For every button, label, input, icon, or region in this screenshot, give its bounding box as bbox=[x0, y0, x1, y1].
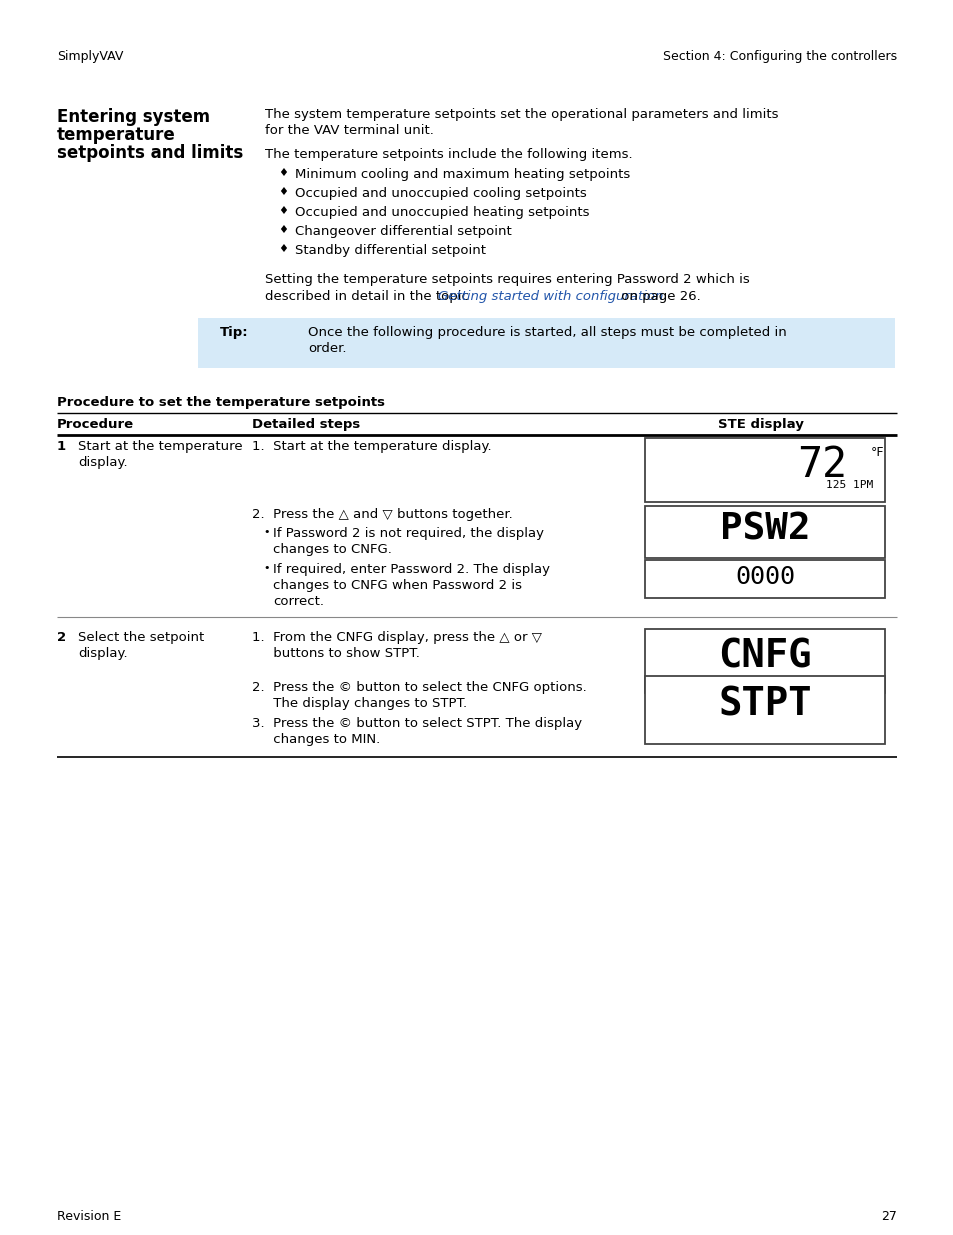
Text: 2: 2 bbox=[57, 631, 66, 643]
FancyBboxPatch shape bbox=[644, 438, 884, 501]
FancyBboxPatch shape bbox=[198, 317, 894, 368]
Text: 3.  Press the © button to select STPT. The display: 3. Press the © button to select STPT. Th… bbox=[252, 718, 581, 730]
Text: described in detail in the topic: described in detail in the topic bbox=[265, 290, 473, 303]
Text: on page 26.: on page 26. bbox=[616, 290, 700, 303]
Text: 27: 27 bbox=[881, 1210, 896, 1223]
Text: Occupied and unoccupied heating setpoints: Occupied and unoccupied heating setpoint… bbox=[294, 206, 589, 219]
Text: Select the setpoint: Select the setpoint bbox=[78, 631, 204, 643]
Text: Once the following procedure is started, all steps must be completed in: Once the following procedure is started,… bbox=[308, 326, 786, 338]
Text: SimplyVAV: SimplyVAV bbox=[57, 49, 123, 63]
FancyBboxPatch shape bbox=[644, 629, 884, 693]
Text: display.: display. bbox=[78, 647, 128, 659]
Text: Entering system: Entering system bbox=[57, 107, 210, 126]
Text: 1.  From the CNFG display, press the △ or ▽: 1. From the CNFG display, press the △ or… bbox=[252, 631, 541, 643]
Text: changes to CNFG when Password 2 is: changes to CNFG when Password 2 is bbox=[273, 579, 521, 592]
Text: The temperature setpoints include the following items.: The temperature setpoints include the fo… bbox=[265, 148, 632, 161]
Text: Procedure: Procedure bbox=[57, 417, 134, 431]
Text: 72: 72 bbox=[796, 445, 846, 487]
Text: changes to CNFG.: changes to CNFG. bbox=[273, 543, 392, 556]
Text: for the VAV terminal unit.: for the VAV terminal unit. bbox=[265, 124, 434, 137]
Text: order.: order. bbox=[308, 342, 346, 354]
Text: 2.  Press the △ and ▽ buttons together.: 2. Press the △ and ▽ buttons together. bbox=[252, 508, 512, 521]
Text: Tip:: Tip: bbox=[220, 326, 249, 338]
Text: •: • bbox=[263, 527, 269, 537]
Text: Getting started with configuration: Getting started with configuration bbox=[437, 290, 663, 303]
Text: CNFG: CNFG bbox=[718, 637, 811, 676]
Text: setpoints and limits: setpoints and limits bbox=[57, 144, 243, 162]
Text: 125 1PM: 125 1PM bbox=[825, 480, 872, 490]
Text: The system temperature setpoints set the operational parameters and limits: The system temperature setpoints set the… bbox=[265, 107, 778, 121]
Text: STPT: STPT bbox=[718, 685, 811, 724]
Text: ♦: ♦ bbox=[277, 225, 288, 235]
Text: correct.: correct. bbox=[273, 595, 324, 608]
Text: The display changes to STPT.: The display changes to STPT. bbox=[252, 697, 467, 710]
Text: display.: display. bbox=[78, 456, 128, 469]
Text: ♦: ♦ bbox=[277, 168, 288, 178]
Text: •: • bbox=[263, 563, 269, 573]
Text: 1: 1 bbox=[57, 440, 66, 453]
Text: Standby differential setpoint: Standby differential setpoint bbox=[294, 245, 485, 257]
Text: PSW2: PSW2 bbox=[719, 513, 809, 548]
Text: 2.  Press the © button to select the CNFG options.: 2. Press the © button to select the CNFG… bbox=[252, 680, 586, 694]
Text: ♦: ♦ bbox=[277, 245, 288, 254]
Text: °F: °F bbox=[870, 446, 883, 459]
Text: Revision E: Revision E bbox=[57, 1210, 121, 1223]
FancyBboxPatch shape bbox=[644, 676, 884, 743]
Text: Occupied and unoccupied cooling setpoints: Occupied and unoccupied cooling setpoint… bbox=[294, 186, 586, 200]
Text: 0000: 0000 bbox=[734, 564, 794, 589]
Text: Detailed steps: Detailed steps bbox=[252, 417, 360, 431]
FancyBboxPatch shape bbox=[644, 506, 884, 558]
Text: Minimum cooling and maximum heating setpoints: Minimum cooling and maximum heating setp… bbox=[294, 168, 630, 182]
Text: STE display: STE display bbox=[718, 417, 803, 431]
Text: changes to MIN.: changes to MIN. bbox=[252, 734, 380, 746]
Text: If required, enter Password 2. The display: If required, enter Password 2. The displ… bbox=[273, 563, 550, 576]
Text: Setting the temperature setpoints requires entering Password 2 which is: Setting the temperature setpoints requir… bbox=[265, 273, 749, 287]
Text: Changeover differential setpoint: Changeover differential setpoint bbox=[294, 225, 511, 238]
FancyBboxPatch shape bbox=[644, 559, 884, 598]
Text: If Password 2 is not required, the display: If Password 2 is not required, the displ… bbox=[273, 527, 543, 540]
Text: Start at the temperature: Start at the temperature bbox=[78, 440, 242, 453]
Text: temperature: temperature bbox=[57, 126, 175, 144]
Text: Section 4: Configuring the controllers: Section 4: Configuring the controllers bbox=[662, 49, 896, 63]
Text: Procedure to set the temperature setpoints: Procedure to set the temperature setpoin… bbox=[57, 396, 385, 409]
Text: buttons to show STPT.: buttons to show STPT. bbox=[252, 647, 419, 659]
Text: ♦: ♦ bbox=[277, 186, 288, 198]
Text: 1.  Start at the temperature display.: 1. Start at the temperature display. bbox=[252, 440, 491, 453]
Text: ♦: ♦ bbox=[277, 206, 288, 216]
